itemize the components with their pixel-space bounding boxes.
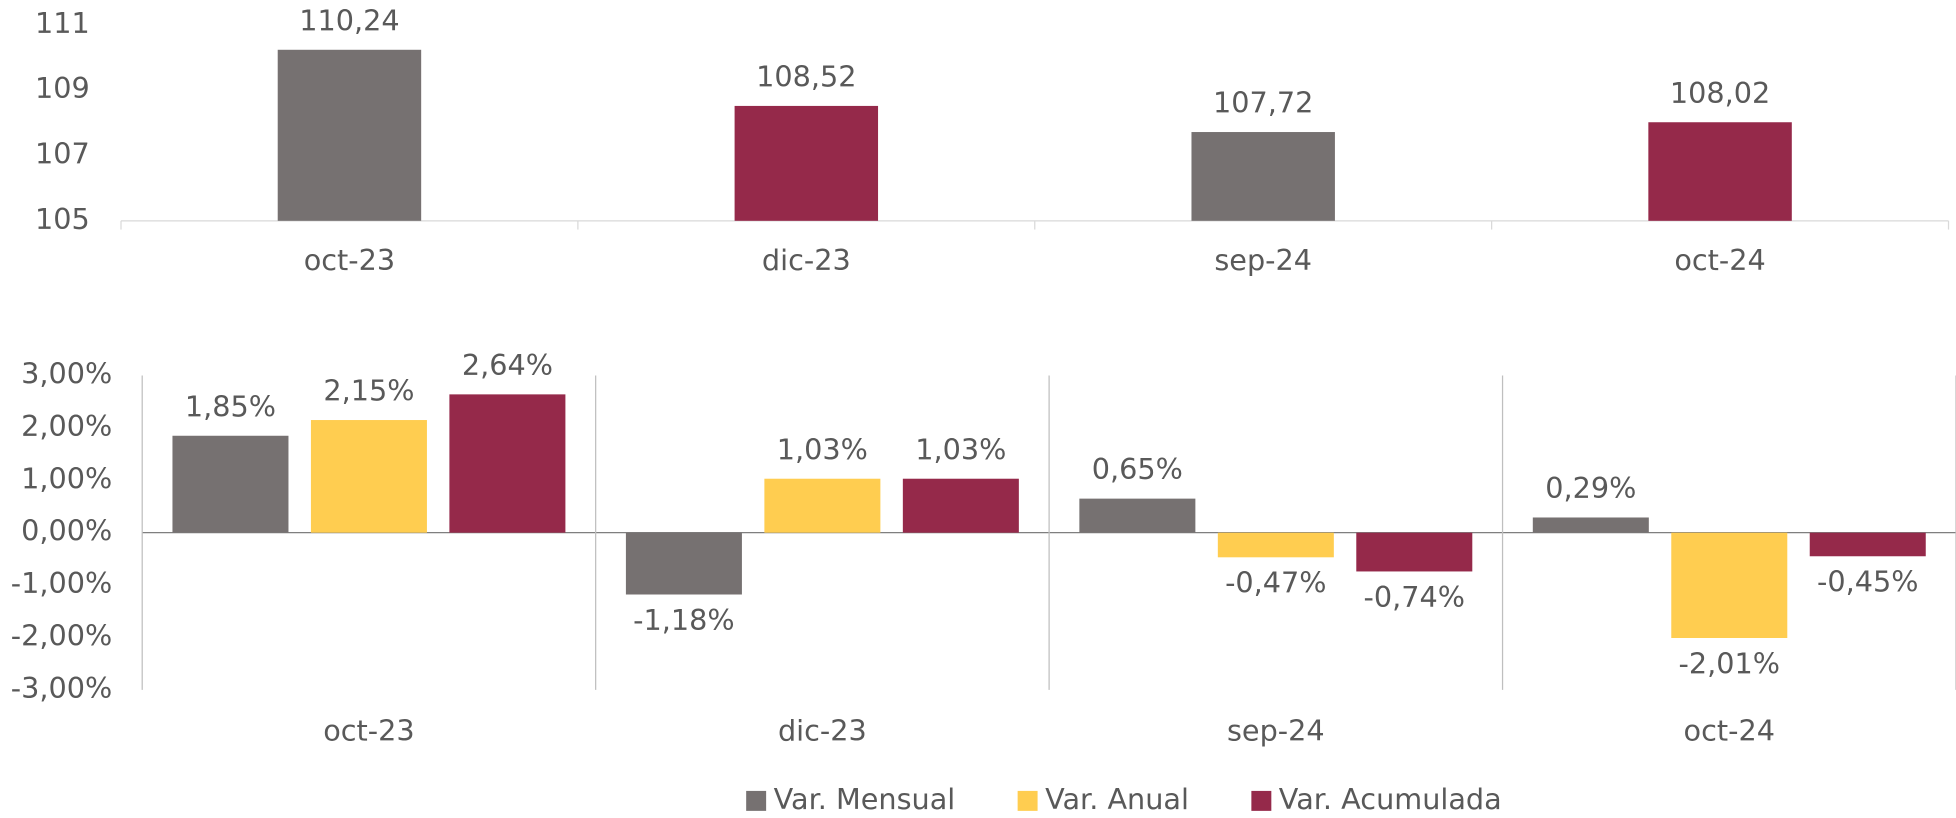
y-tick-label: 107 <box>35 137 90 171</box>
bar <box>277 49 422 221</box>
x-tick-label: oct-24 <box>1684 713 1775 747</box>
legend-label: Var. Acumulada <box>1279 782 1502 816</box>
y-tick-label: -1,00% <box>11 566 113 600</box>
y-tick-label: 0,00% <box>21 514 112 548</box>
bar <box>1809 532 1926 557</box>
value-label: -1,18% <box>633 603 735 637</box>
value-label: -0,74% <box>1364 580 1466 614</box>
legend-swatch <box>1251 790 1272 811</box>
x-tick-label: oct-24 <box>1674 243 1765 277</box>
legend-label: Var. Mensual <box>774 782 956 816</box>
bar <box>1079 498 1196 533</box>
y-tick-label: 109 <box>35 71 90 105</box>
legend-swatch <box>746 790 767 811</box>
value-label: 0,65% <box>1092 452 1183 486</box>
bar <box>902 478 1019 533</box>
bar <box>1532 517 1649 533</box>
value-label: 1,03% <box>915 432 1006 466</box>
bar <box>310 420 427 533</box>
bar <box>172 435 289 533</box>
y-tick-label: 3,00% <box>21 357 112 391</box>
value-label: -2,01% <box>1679 646 1781 680</box>
x-tick-label: dic-23 <box>778 713 867 747</box>
x-tick-label: oct-23 <box>304 243 395 277</box>
bar <box>1191 132 1335 221</box>
bar <box>1671 532 1788 638</box>
x-tick-label: dic-23 <box>762 243 851 277</box>
value-label: -0,47% <box>1225 566 1327 600</box>
value-label: 1,85% <box>185 389 276 423</box>
y-tick-label: 1,00% <box>21 461 112 495</box>
legend-label: Var. Anual <box>1045 782 1189 816</box>
x-tick-label: oct-23 <box>323 713 414 747</box>
y-tick-label: 111 <box>35 6 90 40</box>
value-label: 2,64% <box>462 348 553 382</box>
value-label: 110,24 <box>299 3 399 37</box>
value-label: 2,15% <box>323 374 414 408</box>
value-label: -0,45% <box>1817 565 1919 599</box>
bar <box>1648 122 1792 221</box>
bar <box>1217 532 1334 558</box>
bar <box>764 478 881 533</box>
value-label: 108,52 <box>756 59 856 93</box>
value-label: 1,03% <box>777 432 868 466</box>
bar <box>734 105 879 221</box>
y-tick-label: 2,00% <box>21 409 112 443</box>
bar <box>1356 532 1473 572</box>
y-tick-label: -2,00% <box>11 618 113 652</box>
bar <box>625 532 742 595</box>
x-tick-label: sep-24 <box>1227 713 1325 747</box>
legend-swatch <box>1017 790 1038 811</box>
bar <box>449 394 566 533</box>
y-tick-label: 105 <box>35 202 90 236</box>
x-tick-label: sep-24 <box>1214 243 1312 277</box>
value-label: 108,02 <box>1670 76 1770 110</box>
value-label: 0,29% <box>1545 471 1636 505</box>
value-label: 107,72 <box>1213 86 1313 120</box>
y-tick-label: -3,00% <box>11 671 113 705</box>
